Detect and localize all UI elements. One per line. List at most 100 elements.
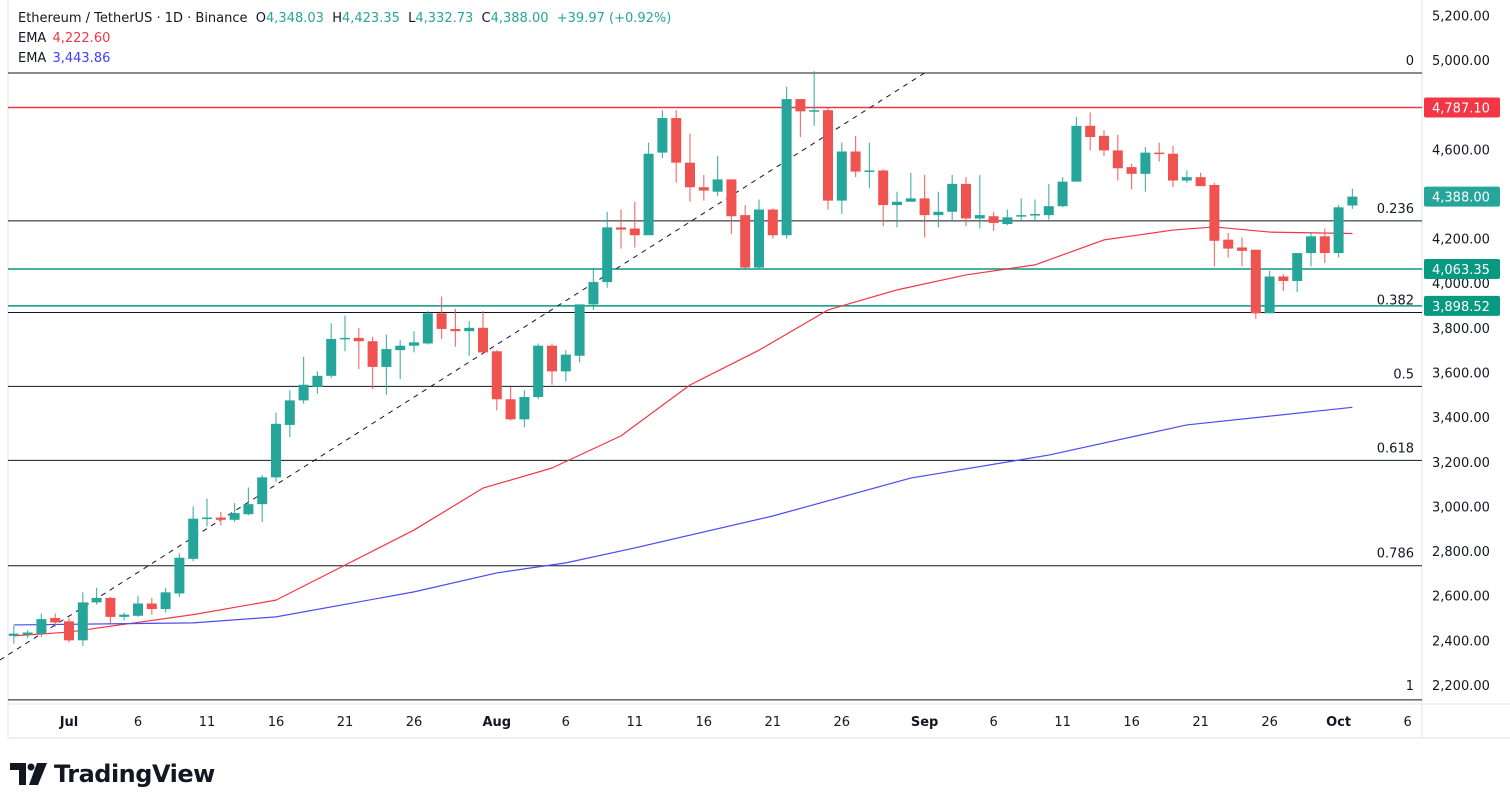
time-tick-label: 26 — [834, 715, 851, 730]
candle — [616, 209, 626, 249]
candle — [1043, 183, 1054, 220]
candle-body — [726, 179, 737, 217]
fib-level-label: 0 — [1406, 54, 1414, 69]
candle — [1223, 232, 1234, 258]
ema-lines — [13, 226, 1353, 637]
candle-body — [823, 110, 833, 201]
time-axis[interactable]: Jul 6 11 16 21 26 Aug 6 11 16 21 26 Sep 6 11 16 21 26 Oct 6 — [59, 715, 1412, 730]
candle — [105, 596, 116, 624]
trend-line[interactable] — [0, 72, 925, 661]
ema2-row[interactable]: EMA 3,443.86 — [18, 49, 671, 69]
price-tag[interactable] — [1424, 186, 1500, 207]
price-tag-label: 4,787.10 — [1432, 102, 1490, 117]
candle — [1264, 270, 1275, 314]
candle — [905, 172, 916, 202]
candle — [947, 174, 958, 222]
price-tag[interactable] — [1424, 259, 1500, 280]
candle-body — [36, 619, 47, 634]
price-axis[interactable]: 5,200.00 5,000.00 4,600.00 4,200.00 4,000.00… — [1424, 9, 1500, 694]
candle — [1030, 199, 1040, 222]
candle-body — [905, 198, 916, 202]
candle-body — [478, 327, 488, 353]
candle-body — [809, 110, 820, 112]
candle — [1057, 177, 1068, 208]
candle-body — [312, 375, 323, 387]
candle-body — [340, 337, 350, 340]
candle — [215, 511, 226, 526]
candle — [312, 371, 323, 394]
candle — [395, 340, 406, 380]
candle — [588, 267, 599, 310]
candle — [560, 350, 571, 382]
ema-line-1 — [13, 226, 1353, 637]
fib-level-label: 1 — [1406, 679, 1414, 694]
ema2-label: EMA — [18, 51, 47, 66]
candle-body — [450, 328, 461, 332]
fibonacci-retracement[interactable]: 0 0.236 0.382 0.5 0.618 0.786 1 — [8, 54, 1422, 701]
time-tick-label: 6 — [562, 715, 570, 730]
candle-body — [160, 592, 171, 610]
candle-body — [1099, 135, 1109, 151]
candle-body — [1030, 214, 1040, 216]
candle-body — [215, 517, 226, 520]
candle-body — [133, 603, 143, 616]
candle-body — [491, 351, 502, 400]
price-tick-label: 2,800.00 — [1432, 545, 1490, 560]
price-tag-label: 4,388.00 — [1432, 191, 1490, 206]
candle — [809, 71, 820, 126]
time-tick-label: 21 — [1192, 715, 1209, 730]
candle-body — [1250, 249, 1261, 314]
time-tick-label: Jul — [59, 715, 79, 730]
tradingview-logo[interactable]: TradingView — [10, 760, 215, 788]
candle — [864, 142, 875, 189]
candle — [1002, 209, 1013, 226]
candle — [547, 343, 557, 385]
fib-level-label: 0.5 — [1393, 367, 1414, 382]
candle — [257, 475, 268, 523]
candle — [22, 630, 33, 639]
candle — [1140, 147, 1151, 192]
time-tick-label: 16 — [1123, 715, 1140, 730]
candle — [1071, 116, 1082, 182]
candle-body — [1016, 215, 1027, 217]
candle — [533, 343, 544, 400]
candle-body — [50, 618, 61, 623]
ema1-row[interactable]: EMA 4,222.60 — [18, 29, 671, 49]
candle — [133, 595, 143, 617]
candle-body — [381, 349, 392, 367]
candle — [961, 177, 971, 227]
candle-body — [1043, 206, 1054, 216]
price-tick-label: 3,200.00 — [1432, 456, 1490, 471]
candle — [491, 350, 502, 411]
price-tag[interactable] — [1424, 97, 1500, 118]
candle — [450, 308, 461, 347]
candle-body — [77, 602, 88, 641]
price-tag[interactable] — [1424, 295, 1500, 316]
horizontal-levels[interactable] — [8, 106, 1422, 307]
candle — [1209, 182, 1220, 267]
candle — [1333, 205, 1344, 258]
candle-body — [1347, 196, 1358, 206]
price-tick-label: 2,600.00 — [1432, 590, 1490, 605]
symbol-title[interactable]: Ethereum / TetherUS · 1D · Binance — [18, 11, 248, 26]
candle-body — [395, 345, 406, 351]
candle — [229, 503, 240, 523]
candle — [740, 205, 751, 269]
dashed-trend-line[interactable] — [0, 72, 925, 661]
candle-body — [105, 597, 116, 617]
candle-body — [464, 327, 475, 332]
candle — [698, 174, 709, 201]
candle — [988, 211, 999, 231]
candle-body — [505, 399, 516, 420]
candle-body — [119, 614, 130, 617]
candle-body — [629, 228, 640, 236]
candle-body — [271, 423, 281, 478]
time-tick-label: 21 — [765, 715, 782, 730]
candle-body — [1319, 236, 1330, 254]
candle — [892, 191, 902, 228]
candle-body — [1071, 125, 1082, 182]
fib-level-label: 0.382 — [1377, 293, 1414, 308]
time-tick-label: 16 — [696, 715, 713, 730]
candle — [160, 587, 171, 613]
